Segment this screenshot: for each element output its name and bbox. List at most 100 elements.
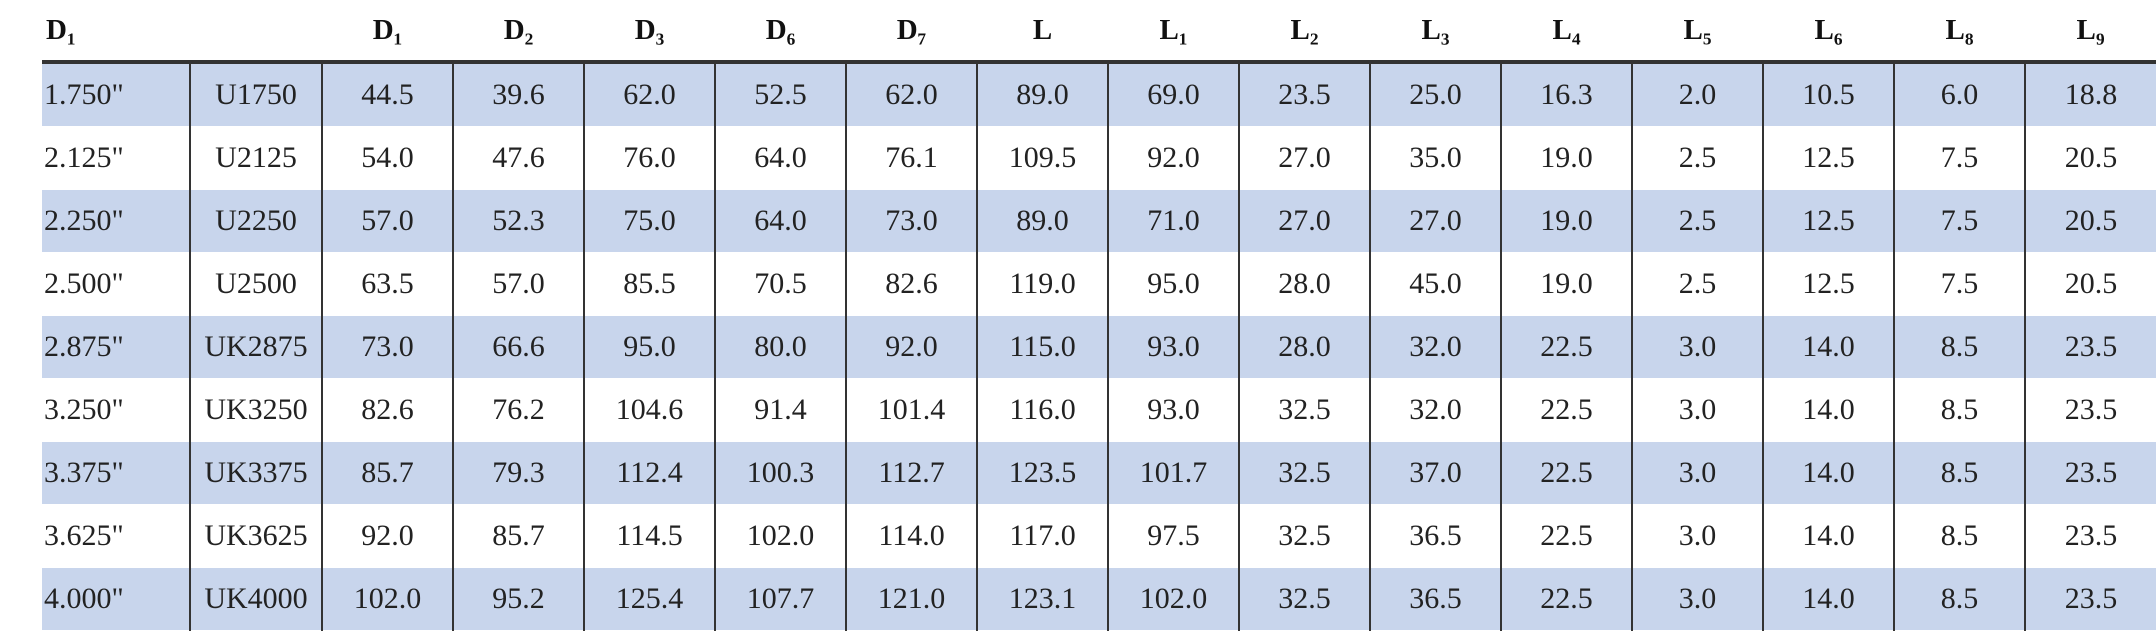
- table-cell: UK4000: [188, 567, 323, 631]
- header-cell: D₁: [322, 0, 454, 64]
- table-cell: 23.5: [2024, 315, 2156, 379]
- table-cell: 125.4: [583, 567, 716, 631]
- table-cell: 76.2: [452, 378, 585, 442]
- table-wrap: D₁ D₁ D₂ D₃ D₆ D₇ L L₁ L₂ L₃ L₄ L₅ L₆ L₈ L₉ 1.750" U175…: [42, 0, 2156, 631]
- table-cell: 69.0: [1107, 62, 1240, 127]
- table-cell: 47.6: [452, 126, 585, 190]
- header-cell: L₈: [1894, 0, 2026, 64]
- table-cell: 2.125": [42, 126, 190, 190]
- table-cell: 102.0: [321, 567, 454, 631]
- table-cell: 92.0: [321, 504, 454, 568]
- table-cell: 20.5: [2024, 252, 2156, 316]
- table-cell: 2.5: [1631, 126, 1764, 190]
- table-cell: 62.0: [845, 62, 978, 127]
- table-cell: 79.3: [452, 441, 585, 505]
- table-cell: 2.0: [1631, 62, 1764, 127]
- table-cell: 3.375": [42, 441, 190, 505]
- header-cell: L₅: [1632, 0, 1764, 64]
- table-cell: 16.3: [1500, 62, 1633, 127]
- table-cell: 85.7: [321, 441, 454, 505]
- table-cell: 23.5: [2024, 504, 2156, 568]
- table-cell: 76.1: [845, 126, 978, 190]
- table-cell: 37.0: [1369, 441, 1502, 505]
- table-cell: UK2875: [188, 315, 323, 379]
- table-cell: 2.250": [42, 189, 190, 253]
- table-cell: 22.5: [1500, 315, 1633, 379]
- table-cell: 89.0: [976, 62, 1109, 127]
- table-cell: 112.7: [845, 441, 978, 505]
- table-cell: 93.0: [1107, 315, 1240, 379]
- table-cell: 3.625": [42, 504, 190, 568]
- spec-table: D₁ D₁ D₂ D₃ D₆ D₇ L L₁ L₂ L₃ L₄ L₅ L₆ L₈ L₉ 1.750" U175…: [42, 0, 2156, 631]
- table-cell: 14.0: [1762, 441, 1895, 505]
- table-cell: 8.5: [1893, 504, 2026, 568]
- table-cell: 8.5: [1893, 567, 2026, 631]
- table-cell: 66.6: [452, 315, 585, 379]
- table-cell: 8.5: [1893, 378, 2026, 442]
- table-cell: 23.5: [1238, 62, 1371, 127]
- header-cell: D₃: [584, 0, 716, 64]
- table-cell: 27.0: [1238, 126, 1371, 190]
- table-cell: 85.7: [452, 504, 585, 568]
- table-cell: 82.6: [845, 252, 978, 316]
- header-cell: L₄: [1501, 0, 1633, 64]
- table-cell: 23.5: [2024, 567, 2156, 631]
- table-cell: 123.5: [976, 441, 1109, 505]
- table-cell: 57.0: [321, 189, 454, 253]
- table-cell: 32.5: [1238, 378, 1371, 442]
- table-cell: 19.0: [1500, 189, 1633, 253]
- table-cell: 12.5: [1762, 126, 1895, 190]
- table-cell: 2.500": [42, 252, 190, 316]
- table-cell: 20.5: [2024, 189, 2156, 253]
- table-cell: 82.6: [321, 378, 454, 442]
- table-cell: 28.0: [1238, 252, 1371, 316]
- header-cell: L₂: [1239, 0, 1371, 64]
- table-cell: 19.0: [1500, 126, 1633, 190]
- table-cell: 73.0: [321, 315, 454, 379]
- table-row: 2.500" U2500 63.5 57.0 85.5 70.5 82.6 119.0 95.0…: [42, 252, 2156, 316]
- table-cell: 14.0: [1762, 378, 1895, 442]
- table-cell: 27.0: [1369, 189, 1502, 253]
- table-cell: 76.0: [583, 126, 716, 190]
- table-cell: 3.250": [42, 378, 190, 442]
- table-cell: 117.0: [976, 504, 1109, 568]
- table-cell: 19.0: [1500, 252, 1633, 316]
- table-cell: 4.000": [42, 567, 190, 631]
- table-cell: 109.5: [976, 126, 1109, 190]
- table-cell: 2.5: [1631, 252, 1764, 316]
- table-cell: UK3250: [188, 378, 323, 442]
- table-cell: 44.5: [321, 62, 454, 127]
- table-cell: 95.2: [452, 567, 585, 631]
- table-cell: 119.0: [976, 252, 1109, 316]
- header-cell: D₇: [846, 0, 978, 64]
- table-cell: 92.0: [845, 315, 978, 379]
- table-cell: 36.5: [1369, 567, 1502, 631]
- table-cell: 6.0: [1893, 62, 2026, 127]
- table-body: 1.750" U1750 44.5 39.6 62.0 52.5 62.0 89.0 69.0 2…: [42, 62, 2156, 631]
- table-cell: 3.0: [1631, 504, 1764, 568]
- table-cell: 7.5: [1893, 126, 2026, 190]
- table-cell: 23.5: [2024, 441, 2156, 505]
- table-cell: 52.5: [714, 62, 847, 127]
- table-cell: 104.6: [583, 378, 716, 442]
- table-cell: U1750: [188, 62, 323, 127]
- table-row: 4.000" UK4000 102.0 95.2 125.4 107.7 121.0 123.…: [42, 567, 2156, 631]
- table-cell: U2250: [188, 189, 323, 253]
- table-cell: 62.0: [583, 62, 716, 127]
- table-cell: 22.5: [1500, 504, 1633, 568]
- table-cell: 45.0: [1369, 252, 1502, 316]
- table-cell: 107.7: [714, 567, 847, 631]
- table-cell: 18.8: [2024, 62, 2156, 127]
- table-row: 3.375" UK3375 85.7 79.3 112.4 100.3 112.7 123.5…: [42, 441, 2156, 505]
- table-row: 2.125" U2125 54.0 47.6 76.0 64.0 76.1 109.5 92.0…: [42, 126, 2156, 190]
- header-cell: D₂: [453, 0, 585, 64]
- table-cell: 10.5: [1762, 62, 1895, 127]
- table-cell: 32.0: [1369, 378, 1502, 442]
- table-cell: 7.5: [1893, 189, 2026, 253]
- table-cell: 8.5: [1893, 315, 2026, 379]
- table-cell: 22.5: [1500, 441, 1633, 505]
- table-cell: 116.0: [976, 378, 1109, 442]
- table-cell: 52.3: [452, 189, 585, 253]
- header-cell: L₉: [2025, 0, 2156, 64]
